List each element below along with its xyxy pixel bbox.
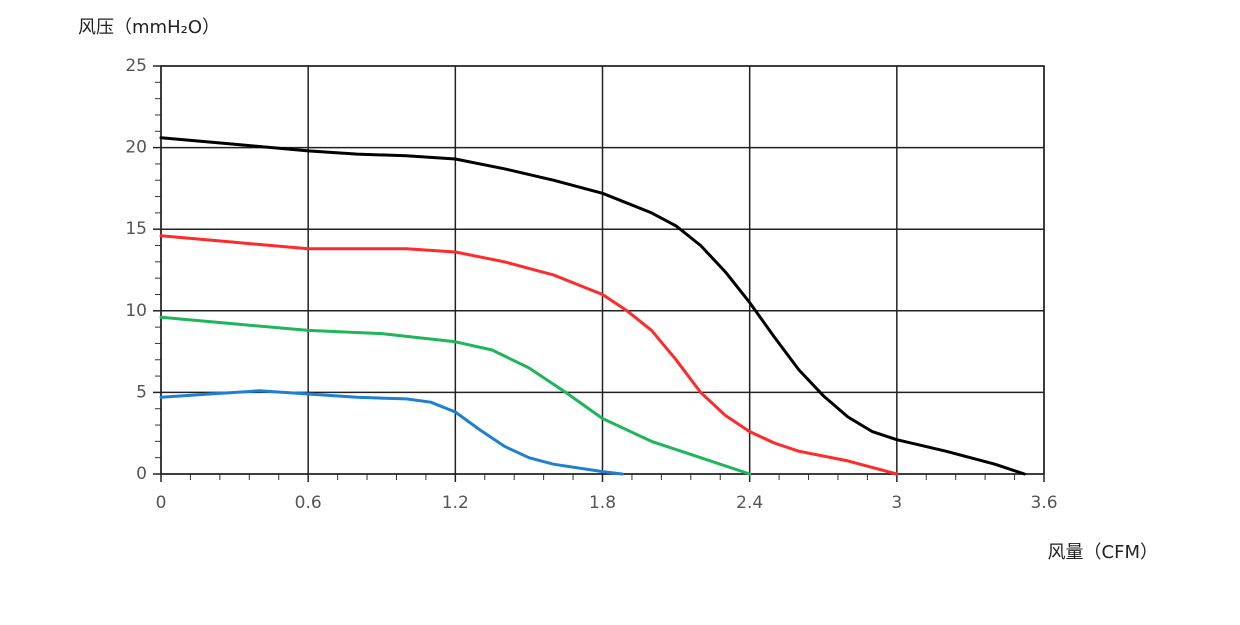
x-tick-label: 1.2	[442, 493, 469, 513]
x-tick-label: 3.6	[1030, 493, 1057, 513]
series-line	[159, 136, 1026, 476]
x-tick-label: 3	[891, 493, 902, 513]
y-tick-label: 5	[136, 382, 147, 402]
y-tick-label: 10	[125, 301, 147, 321]
y-tick-label: 25	[125, 56, 147, 76]
y-tick-label: 20	[125, 138, 147, 158]
series-line	[159, 315, 752, 476]
series-line	[159, 234, 899, 476]
x-tick-label: 0	[156, 493, 167, 513]
x-axis-label: 风量（CFM）	[1048, 542, 1158, 563]
plot-frame	[160, 65, 1045, 475]
y-axis-label: 风压（mmH₂O）	[78, 17, 220, 38]
series-line	[159, 389, 624, 476]
x-tick-label: 1.8	[589, 493, 616, 513]
x-tick-label: 2.4	[736, 493, 763, 513]
x-tick-label: 0.6	[295, 493, 322, 513]
y-tick-label: 15	[125, 219, 147, 239]
y-tick-label: 0	[136, 464, 147, 484]
